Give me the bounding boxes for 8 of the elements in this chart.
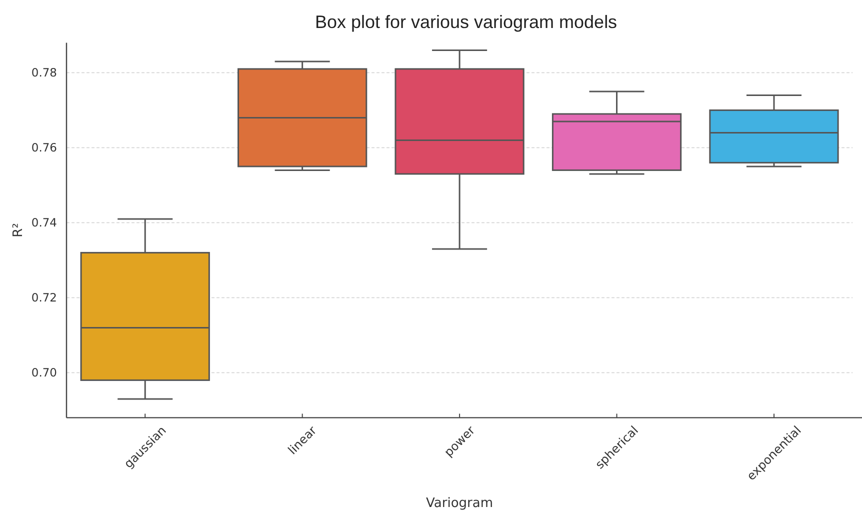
- y-axis-title: R²: [11, 223, 26, 238]
- y-tick-label: 0.76: [31, 140, 57, 155]
- y-tick-label: 0.70: [31, 366, 57, 380]
- y-tick-label: 0.74: [31, 216, 57, 230]
- x-axis-title: Variogram: [426, 496, 494, 511]
- chart-title: Box plot for various variogram models: [314, 12, 618, 32]
- y-tick-label: 0.72: [31, 290, 57, 305]
- y-tick-label: 0.78: [31, 66, 57, 80]
